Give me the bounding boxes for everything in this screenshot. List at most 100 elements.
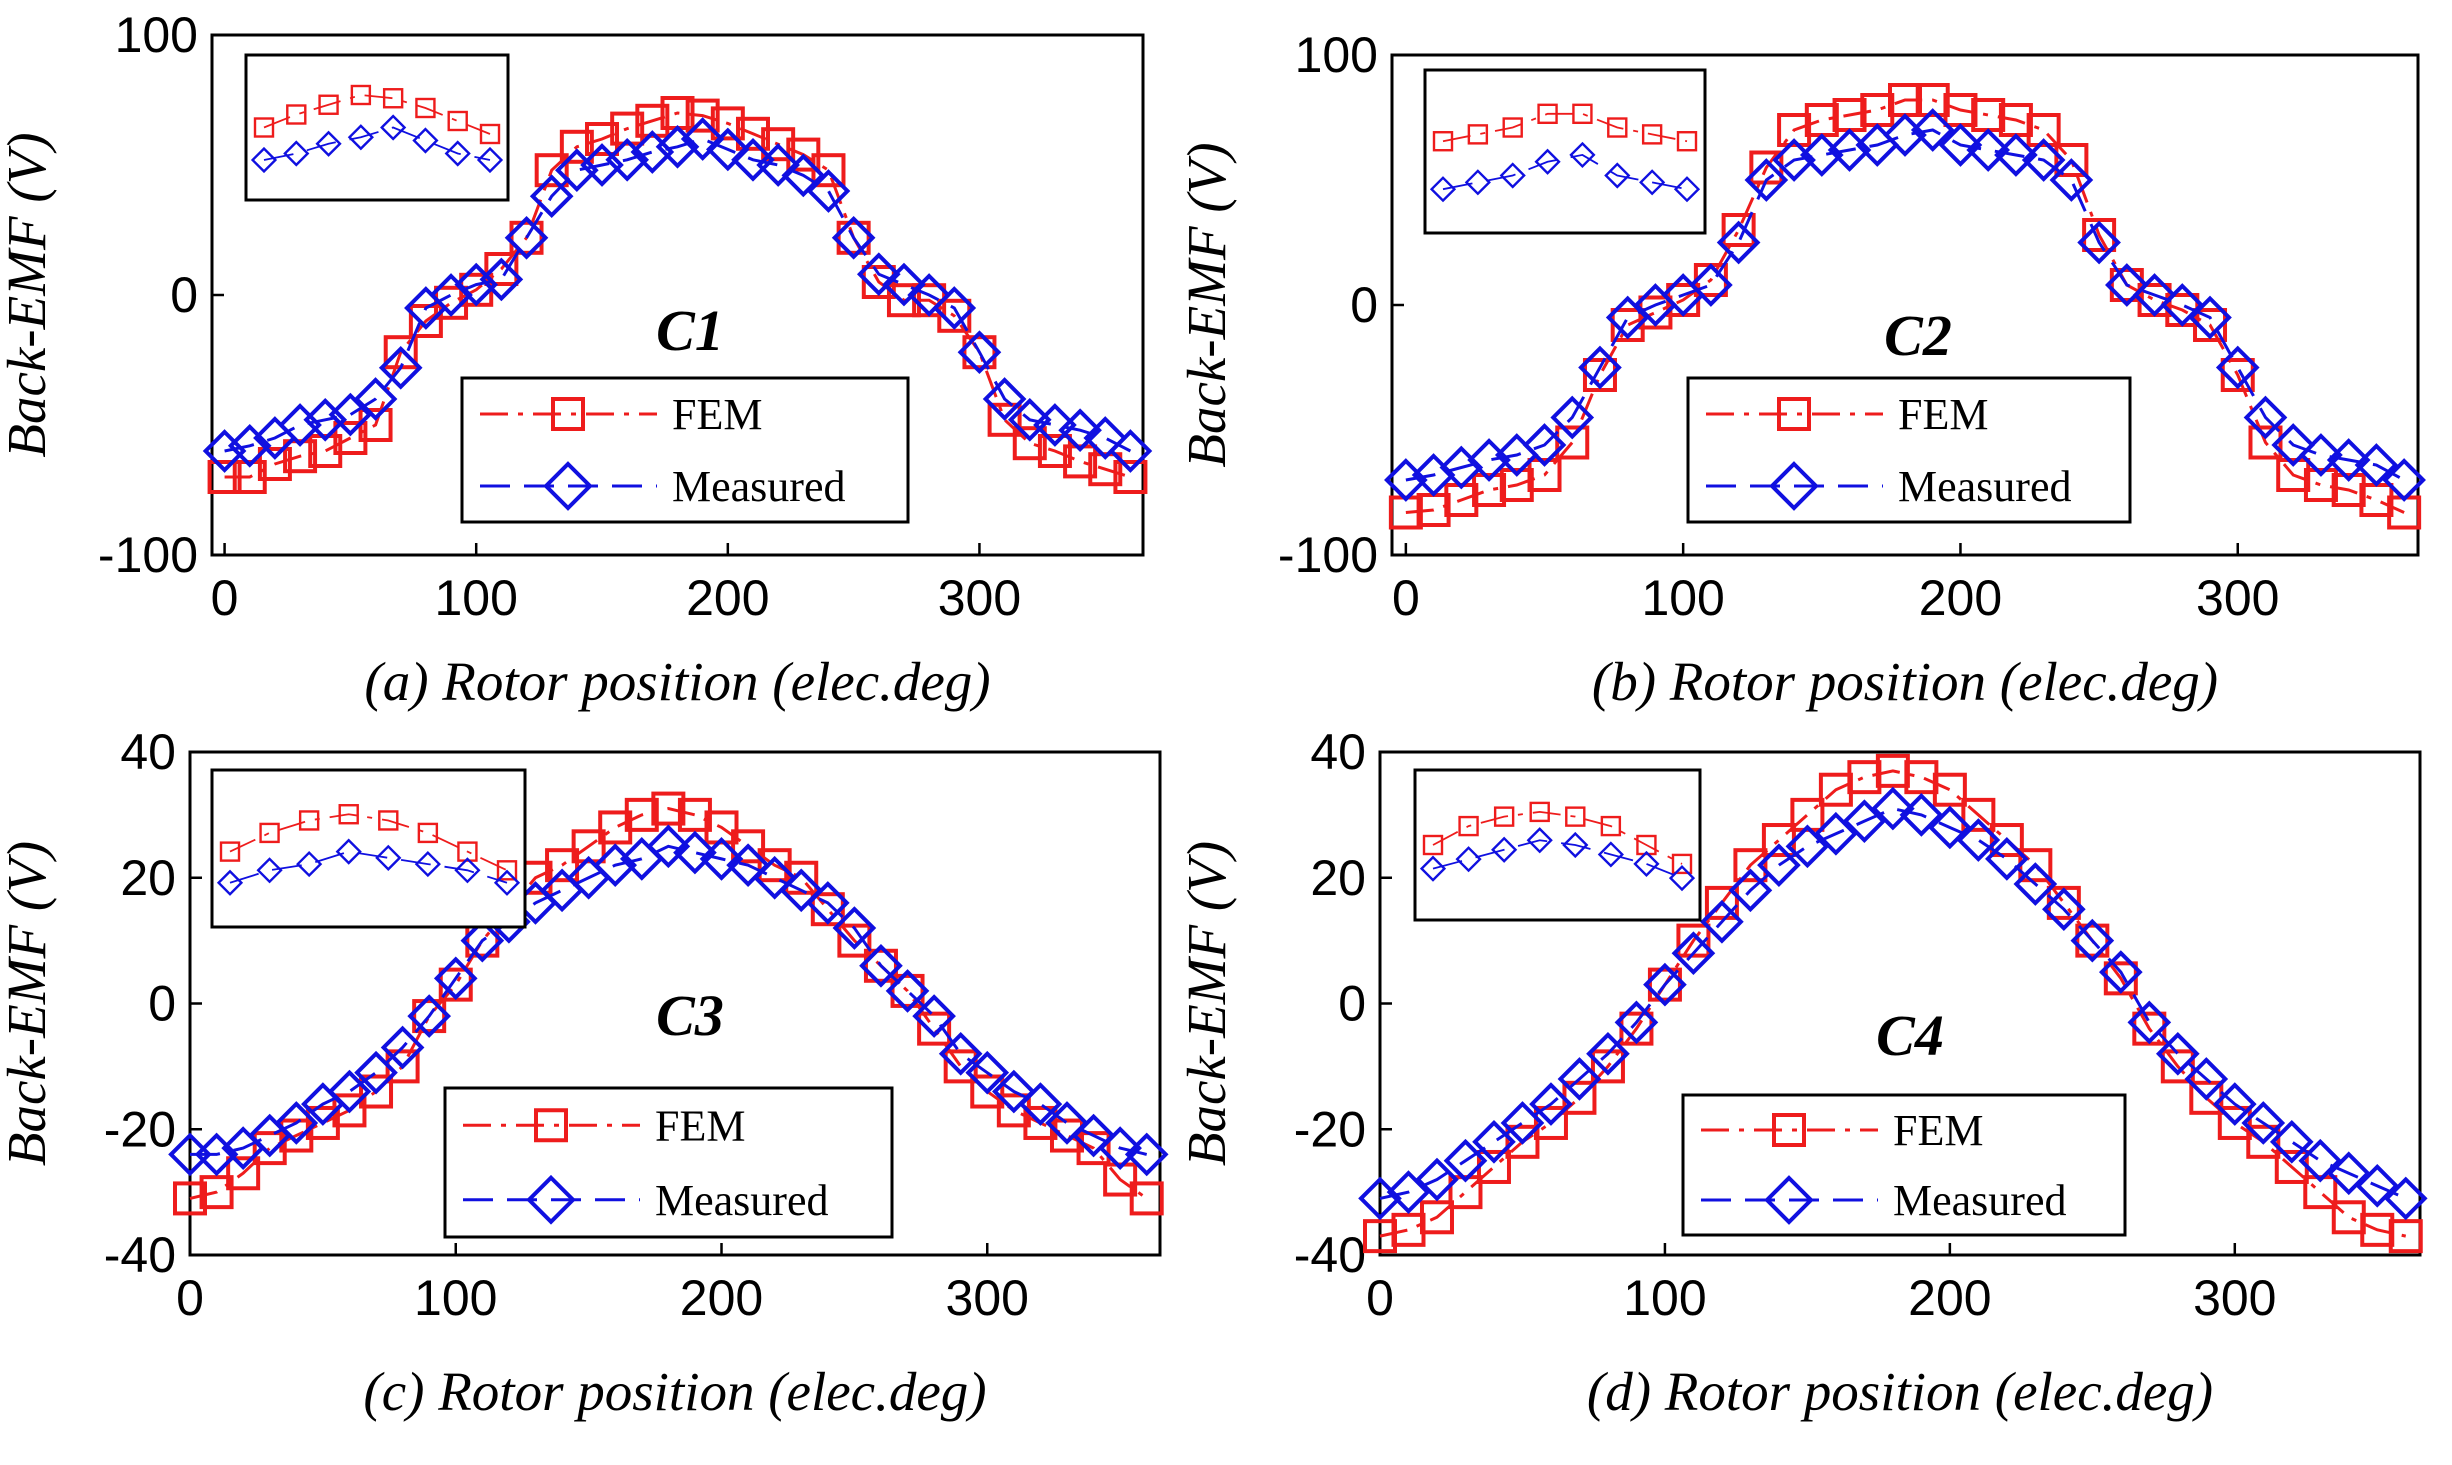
fem-marker: [1590, 1049, 1625, 1084]
measured-marker: [194, 1132, 239, 1177]
measured-marker-inset: [1419, 855, 1447, 882]
measured-marker: [1938, 123, 1983, 167]
fem-marker: [1971, 98, 2006, 132]
measured-marker: [460, 918, 505, 963]
legend-marker-measured: [1769, 461, 1819, 511]
measured-marker: [885, 969, 930, 1013]
fem-marker-inset: [1422, 834, 1444, 856]
measured-marker-inset: [380, 114, 407, 141]
fem-marker: [1076, 1131, 1111, 1166]
fem-marker: [2276, 458, 2311, 492]
measured-marker: [2326, 438, 2371, 482]
fem-marker-inset: [417, 822, 439, 844]
fem-marker: [207, 460, 242, 494]
measured-marker: [957, 330, 1002, 375]
measured-marker-inset: [1569, 141, 1596, 169]
measured-marker: [1614, 1000, 1659, 1045]
measured-marker-inset: [1534, 148, 1561, 175]
y-tick-label: 0: [1338, 976, 1366, 1032]
measured-marker: [938, 1031, 983, 1076]
fem-marker-inset: [378, 810, 399, 831]
fem-marker: [257, 447, 292, 481]
measured-marker-inset: [1597, 841, 1624, 868]
fem-marker: [534, 153, 569, 188]
fem-marker: [1777, 113, 1812, 147]
measured-marker-inset: [283, 140, 310, 167]
measured-marker: [1557, 1057, 1602, 1101]
fem-marker: [1129, 1181, 1164, 1216]
measured-marker: [1033, 403, 1077, 447]
measured-marker: [593, 843, 638, 888]
measured-marker: [1928, 805, 1972, 850]
series-line-fem-inset: [263, 94, 491, 135]
fem-marker: [784, 860, 819, 895]
fem-marker-inset: [1529, 801, 1550, 823]
measured-marker: [1058, 408, 1102, 453]
measured-marker: [2049, 158, 2094, 202]
fem-marker: [1499, 468, 1534, 502]
fem-marker: [412, 999, 447, 1034]
measured-marker: [1071, 1113, 1116, 1158]
measured-marker: [781, 153, 826, 198]
y-tick-label: 40: [1310, 724, 1366, 780]
measured-marker: [2184, 1057, 2229, 1101]
y-tick-label: 0: [1350, 277, 1378, 333]
fem-marker-inset: [1502, 117, 1523, 138]
measured-marker: [832, 906, 877, 950]
measured-marker-inset: [256, 857, 283, 884]
measured-marker: [831, 215, 876, 260]
measured-marker-inset: [1562, 831, 1589, 859]
measured-marker: [756, 143, 800, 187]
measured-marker: [1643, 962, 1687, 1007]
fem-marker: [1704, 885, 1739, 920]
measured-marker: [2299, 433, 2343, 477]
measured-marker-inset: [296, 850, 323, 878]
fem-marker: [836, 220, 871, 255]
legend-label-measured: Measured: [1893, 1176, 2067, 1225]
measured-marker: [1744, 158, 1789, 202]
fem-marker-inset: [1467, 124, 1489, 145]
measured-marker: [353, 377, 398, 421]
panel-title: C1: [656, 298, 724, 363]
fem-marker: [2388, 1219, 2423, 1254]
measured-marker: [1757, 843, 1801, 888]
fem-marker-inset: [479, 123, 501, 145]
legend-marker-fem: [534, 1108, 568, 1143]
measured-marker: [2077, 220, 2121, 265]
fem-marker-inset: [1493, 806, 1515, 827]
measured-marker-inset: [1639, 169, 1666, 196]
y-tick-label: 20: [120, 850, 176, 906]
measured-marker: [1586, 1031, 1630, 1076]
measured-marker: [2298, 1138, 2343, 1183]
series-line-fem: [1379, 769, 2407, 1238]
measured-marker: [1018, 1082, 1063, 1126]
y-tick-label: -40: [104, 1227, 176, 1283]
fem-marker-inset: [259, 822, 280, 844]
measured-marker: [2383, 1176, 2428, 1221]
fem-marker: [199, 1175, 234, 1210]
measured-marker: [2127, 1000, 2172, 1045]
measured-marker: [805, 881, 850, 925]
measured-marker: [454, 262, 499, 307]
measured-marker: [1098, 1126, 1142, 1170]
legend-label-measured: Measured: [1898, 462, 2072, 511]
measured-marker: [2354, 443, 2399, 487]
fem-marker: [651, 791, 686, 826]
measured-marker: [605, 137, 650, 182]
fem-marker: [1721, 213, 1756, 247]
x-tick-label: 100: [414, 1270, 497, 1326]
x-axis-label: (c) Rotor position (elec.deg): [363, 1361, 986, 1422]
fem-marker: [1932, 772, 1967, 807]
legend-marker-fem: [551, 397, 585, 431]
y-axis-label: Back-EMF (V): [1176, 142, 1237, 467]
x-tick-label: 300: [2196, 570, 2279, 626]
measured-marker-inset: [444, 140, 471, 167]
measured-marker: [859, 943, 903, 988]
fem-marker: [1472, 473, 1507, 507]
fem-marker: [2054, 143, 2089, 177]
fem-marker: [252, 1131, 287, 1166]
legend-label-fem: FEM: [672, 390, 762, 439]
fem-marker-inset: [253, 117, 275, 138]
fem-marker: [2193, 308, 2228, 342]
series-line-measured: [1405, 128, 2405, 482]
